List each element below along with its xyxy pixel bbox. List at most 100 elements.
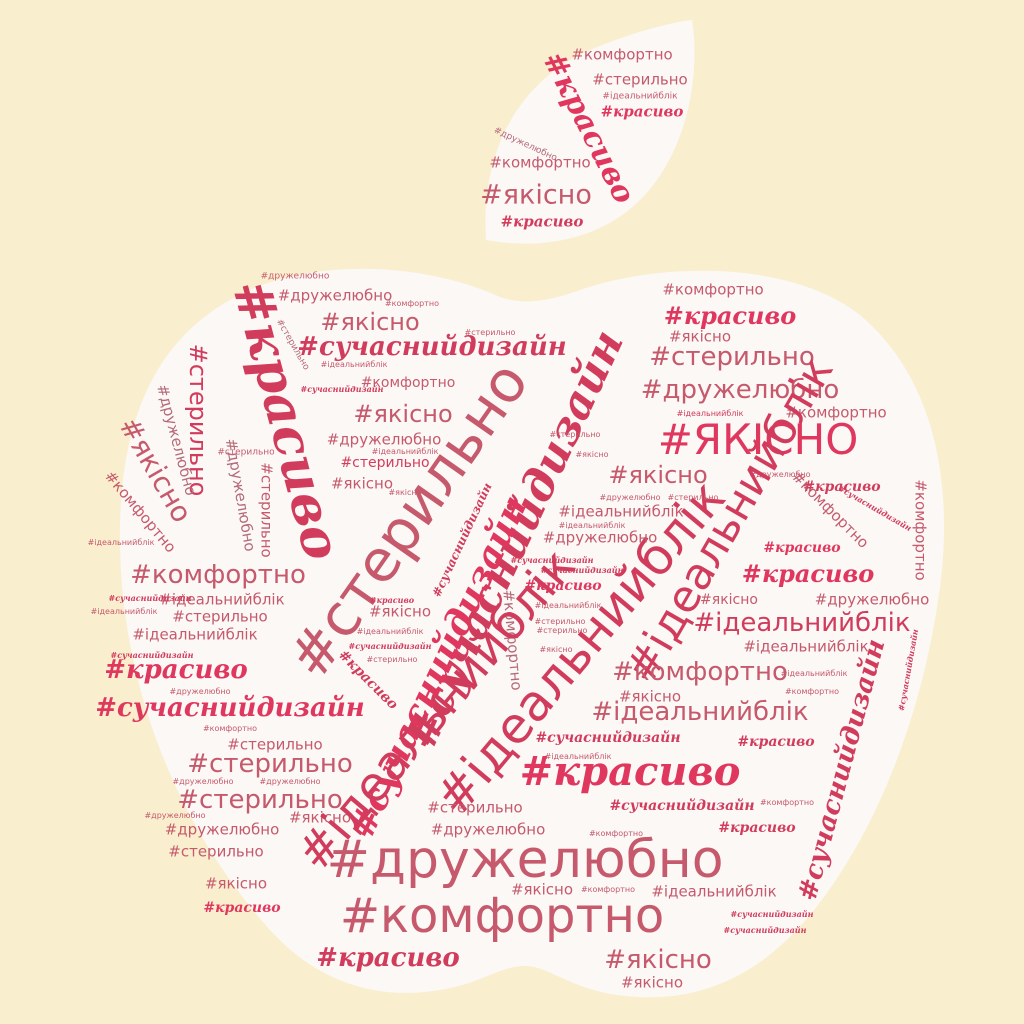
- word-krasyvo: #красиво: [763, 540, 841, 556]
- word-sterylno: #стерильно: [536, 626, 588, 635]
- word-sterylno: #стерильно: [257, 462, 276, 558]
- word-idealnyi-blik: #ідеальнийблік: [591, 697, 809, 727]
- word-yakisno: #якісно: [510, 880, 574, 899]
- word-krasyvo: #красиво: [524, 578, 602, 594]
- word-idealnyi-blik: #ідеальнийблік: [159, 590, 285, 609]
- apple-leaf: [485, 20, 695, 244]
- word-suchasnyi-dyzain: #сучаснийдизайн: [297, 332, 567, 362]
- word-idealnyi-blik: #ідеальнийблік: [558, 502, 684, 521]
- word-yakisno: #якісно: [368, 602, 432, 621]
- word-sterylno: #стерильно: [427, 798, 523, 817]
- word-sterylno: #стерильно: [340, 455, 430, 471]
- word-krasyvo: #красиво: [600, 102, 684, 121]
- word-komfortno: #комфортно: [588, 829, 644, 838]
- word-yakisno: #якісно: [668, 327, 732, 346]
- word-krasyvo: #красиво: [500, 212, 584, 231]
- word-krasyvo: #красиво: [519, 748, 741, 795]
- word-krasyvo: #красиво: [316, 943, 460, 973]
- word-sterylno: #стерильно: [649, 342, 815, 372]
- word-druzhelyubno: #дружелюбно: [169, 687, 231, 696]
- word-komfortno: #комфортно: [571, 45, 673, 64]
- word-suchasnyi-dyzain: #сучаснийдизайн: [95, 693, 365, 723]
- word-druzhelyubno: #дружелюбно: [542, 528, 658, 547]
- word-yakisno: #якісно: [353, 400, 453, 428]
- word-yakisno: #якісно: [539, 645, 573, 654]
- word-komfortno: #комфортно: [759, 798, 815, 807]
- word-druzhelyubno: #дружелюбно: [640, 375, 840, 405]
- word-sterylno: #стерильно: [549, 430, 601, 439]
- word-suchasnyi-dyzain: #сучаснийдизайн: [723, 925, 807, 935]
- word-yakisno: #якісно: [608, 461, 708, 489]
- word-sterylno: #стерильно: [227, 735, 323, 754]
- word-komfortno: #комфортно: [662, 280, 764, 299]
- word-idealnyi-blik: #ідеальнийблік: [320, 360, 388, 369]
- word-idealnyi-blik: #ідеальнийблік: [132, 625, 258, 644]
- word-komfortno: #комфортно: [489, 153, 591, 172]
- word-krasyvo: #красиво: [203, 900, 281, 916]
- word-yakisno: #якісно: [330, 474, 394, 493]
- word-yakisno: #якісно: [618, 687, 682, 706]
- word-suchasnyi-dyzain: #сучаснийдизайн: [348, 641, 432, 651]
- word-yakisno: #якісно: [575, 450, 609, 459]
- word-sterylno: #стерильно: [177, 785, 343, 815]
- word-idealnyi-blik: #ідеальнийблік: [534, 601, 602, 610]
- word-suchasnyi-dyzain: #сучаснийдизайн: [609, 798, 755, 814]
- word-druzhelyubno: #дружелюбно: [172, 777, 234, 786]
- word-suchasnyi-dyzain: #сучаснийдизайн: [510, 555, 594, 565]
- word-suchasnyi-dyzain: #сучаснийдизайн: [540, 565, 624, 575]
- word-idealnyi-blik: #ідеальнийблік: [356, 627, 424, 636]
- word-suchasnyi-dyzain: #сучаснийдизайн: [300, 384, 384, 394]
- word-yakisno: #якісно: [320, 308, 420, 336]
- word-yakisno: #якісно: [288, 808, 352, 827]
- word-idealnyi-blik: #ідеальнийблік: [743, 637, 869, 656]
- word-komfortno: #комфортно: [130, 560, 306, 590]
- word-krasyvo: #красиво: [104, 655, 248, 685]
- word-idealnyi-blik: #ідеальнийблік: [87, 538, 155, 547]
- word-idealnyi-blik: #ідеальнийблік: [651, 882, 777, 901]
- word-komfortno: #комфортно: [785, 403, 887, 422]
- word-idealnyi-blik: #ідеальнийблік: [602, 91, 678, 102]
- word-sterylno: #стерильно: [464, 328, 516, 337]
- word-sterylno: #стерильно: [172, 607, 268, 626]
- word-sterylno: #стерильно: [534, 617, 586, 626]
- word-suchasnyi-dyzain: #сучаснийдизайн: [108, 593, 192, 603]
- word-suchasnyi-dyzain: #сучаснийдизайн: [730, 909, 814, 919]
- apple-body: [119, 268, 945, 998]
- word-yakisno: #якісно: [604, 945, 712, 975]
- word-druzhelyubno: #дружелюбно: [277, 286, 393, 305]
- word-krasyvo: #красиво: [718, 820, 796, 836]
- word-druzhelyubno: #дружелюбно: [326, 830, 724, 890]
- word-idealnyi-blik: #ідеальнийблік: [558, 521, 626, 530]
- word-idealnyi-blik: #ідеальнийблік: [90, 607, 158, 616]
- word-krasyvo: #красиво: [741, 559, 875, 588]
- word-idealnyi-blik: #ідеальнийблік: [544, 752, 612, 761]
- word-krasyvo: #красиво: [663, 301, 797, 330]
- word-sterylno: #стерильно: [187, 749, 353, 779]
- word-druzhelyubno: #дружелюбно: [260, 271, 330, 282]
- word-yakisno: #якісно: [204, 874, 268, 893]
- word-yakisno: #якісно: [388, 488, 422, 497]
- word-krasyvo: #красиво: [737, 734, 815, 750]
- word-sterylno: #стерильно: [592, 70, 688, 89]
- word-yakisno: #якісно: [480, 179, 592, 211]
- word-komfortno: #комфортно: [384, 299, 440, 308]
- word-komfortno: #комфортно: [360, 375, 456, 391]
- word-sterylno: #стерильно: [366, 655, 418, 664]
- word-komfortno: #комфортно: [911, 479, 930, 581]
- word-druzhelyubno: #дружелюбно: [144, 811, 206, 820]
- word-druzhelyubno: #дружелюбно: [326, 430, 442, 449]
- word-yakisno-caps: #ЯКІСНО: [657, 415, 859, 464]
- word-idealnyi-blik: #ідеальнийблік: [676, 409, 744, 418]
- word-idealnyi-blik: #ідеальнийблік: [693, 608, 911, 638]
- word-komfortno: #комфортно: [339, 888, 665, 944]
- word-komfortno: #комфортно: [202, 724, 258, 733]
- word-druzhelyubno: #дружелюбно: [599, 493, 661, 502]
- word-sterylno: #стерильно: [217, 447, 275, 458]
- word-komfortno: #комфортно: [580, 885, 636, 894]
- word-druzhelyubno: #дружелюбно: [259, 777, 321, 786]
- word-druzhelyubno: #дружелюбно: [749, 470, 811, 479]
- word-sterylno: #стерильно: [168, 842, 264, 861]
- word-yakisno: #якісно: [700, 592, 758, 608]
